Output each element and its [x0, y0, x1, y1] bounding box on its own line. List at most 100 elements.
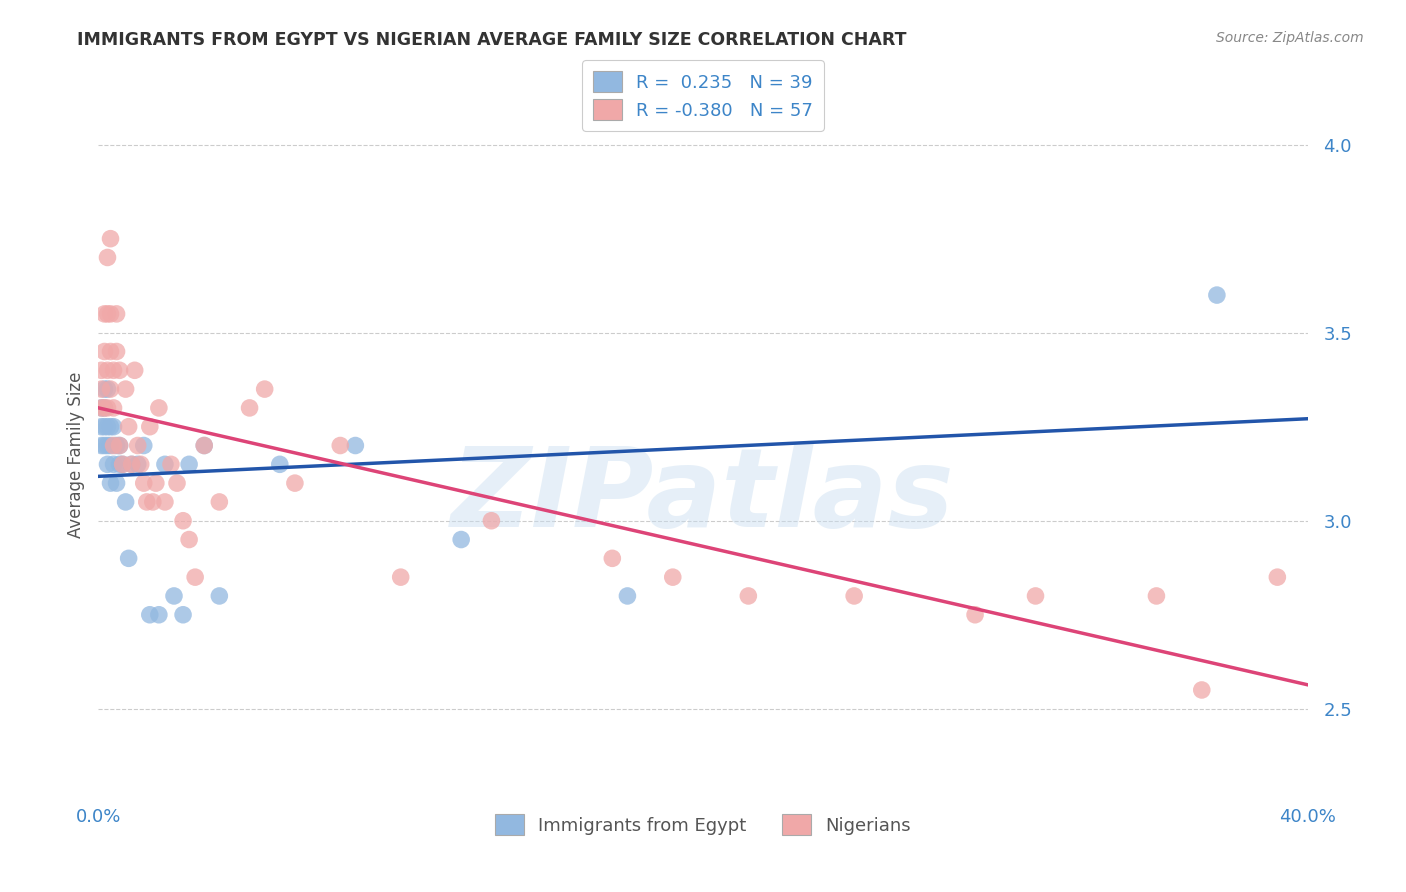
- Point: [160, 458, 183, 472]
- Point: [172, 514, 194, 528]
- Point: [121, 458, 143, 472]
- Point: [965, 607, 987, 622]
- Point: [114, 495, 136, 509]
- Point: [148, 401, 170, 415]
- Point: [108, 438, 131, 452]
- Point: [253, 382, 276, 396]
- Point: [124, 363, 146, 377]
- Point: [90, 419, 112, 434]
- Point: [96, 382, 118, 396]
- Point: [93, 401, 115, 415]
- Point: [96, 419, 118, 434]
- Point: [329, 438, 352, 452]
- Point: [148, 607, 170, 622]
- Point: [389, 570, 412, 584]
- Point: [93, 438, 115, 452]
- Point: [179, 458, 201, 472]
- Point: [100, 232, 122, 246]
- Point: [602, 551, 624, 566]
- Point: [129, 458, 152, 472]
- Point: [103, 363, 125, 377]
- Point: [1206, 288, 1229, 302]
- Point: [193, 438, 215, 452]
- Point: [118, 551, 141, 566]
- Text: Source: ZipAtlas.com: Source: ZipAtlas.com: [1216, 31, 1364, 45]
- Point: [737, 589, 759, 603]
- Point: [90, 401, 112, 415]
- Point: [108, 438, 131, 452]
- Point: [208, 495, 231, 509]
- Point: [284, 476, 307, 491]
- Point: [96, 458, 118, 472]
- Point: [153, 495, 176, 509]
- Point: [114, 382, 136, 396]
- Point: [132, 438, 155, 452]
- Point: [103, 458, 125, 472]
- Point: [100, 382, 122, 396]
- Point: [127, 438, 149, 452]
- Point: [96, 363, 118, 377]
- Point: [179, 533, 201, 547]
- Point: [93, 344, 115, 359]
- Point: [118, 419, 141, 434]
- Point: [1191, 683, 1213, 698]
- Point: [96, 251, 118, 265]
- Point: [481, 514, 503, 528]
- Point: [139, 419, 162, 434]
- Point: [100, 344, 122, 359]
- Point: [105, 344, 128, 359]
- Text: ZIPatlas: ZIPatlas: [451, 443, 955, 550]
- Point: [661, 570, 683, 584]
- Point: [127, 458, 149, 472]
- Point: [90, 438, 112, 452]
- Point: [105, 438, 128, 452]
- Point: [105, 476, 128, 491]
- Point: [172, 607, 194, 622]
- Point: [100, 438, 122, 452]
- Point: [90, 363, 112, 377]
- Legend: Immigrants from Egypt, Nigerians: Immigrants from Egypt, Nigerians: [488, 807, 918, 842]
- Point: [105, 307, 128, 321]
- Point: [142, 495, 165, 509]
- Point: [239, 401, 262, 415]
- Point: [93, 382, 115, 396]
- Point: [132, 476, 155, 491]
- Point: [111, 458, 134, 472]
- Point: [103, 419, 125, 434]
- Point: [100, 419, 122, 434]
- Point: [1144, 589, 1167, 603]
- Point: [344, 438, 367, 452]
- Point: [616, 589, 638, 603]
- Point: [166, 476, 188, 491]
- Point: [135, 495, 157, 509]
- Point: [145, 476, 167, 491]
- Point: [93, 419, 115, 434]
- Point: [100, 307, 122, 321]
- Point: [121, 458, 143, 472]
- Point: [90, 401, 112, 415]
- Point: [96, 307, 118, 321]
- Point: [111, 458, 134, 472]
- Point: [103, 438, 125, 452]
- Point: [100, 476, 122, 491]
- Point: [90, 382, 112, 396]
- Point: [93, 307, 115, 321]
- Point: [93, 401, 115, 415]
- Point: [139, 607, 162, 622]
- Point: [153, 458, 176, 472]
- Point: [184, 570, 207, 584]
- Point: [193, 438, 215, 452]
- Point: [108, 363, 131, 377]
- Point: [163, 589, 186, 603]
- Point: [96, 438, 118, 452]
- Point: [450, 533, 472, 547]
- Point: [1024, 589, 1046, 603]
- Y-axis label: Average Family Size: Average Family Size: [66, 372, 84, 538]
- Point: [103, 401, 125, 415]
- Point: [844, 589, 866, 603]
- Point: [269, 458, 291, 472]
- Point: [1267, 570, 1289, 584]
- Point: [108, 458, 131, 472]
- Point: [208, 589, 231, 603]
- Text: IMMIGRANTS FROM EGYPT VS NIGERIAN AVERAGE FAMILY SIZE CORRELATION CHART: IMMIGRANTS FROM EGYPT VS NIGERIAN AVERAG…: [77, 31, 907, 49]
